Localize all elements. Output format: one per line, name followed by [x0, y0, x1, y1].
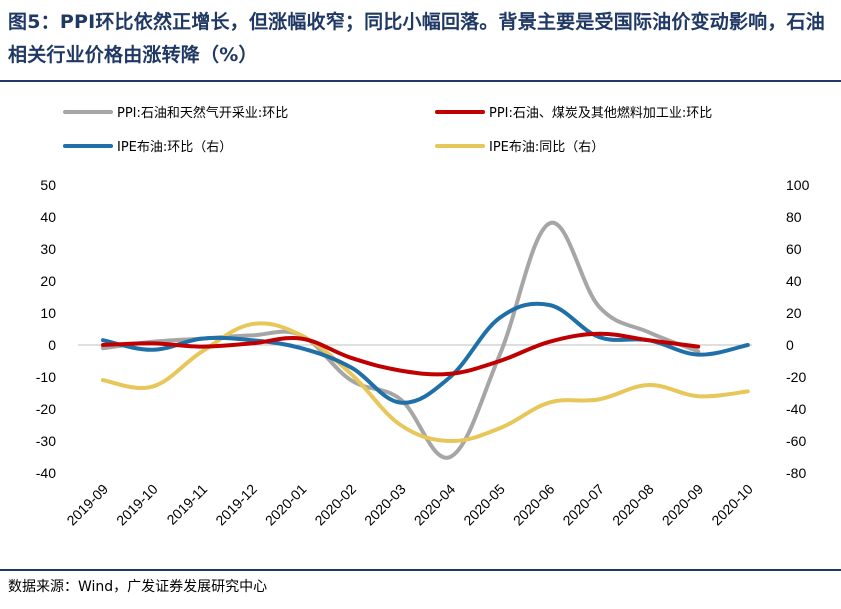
left-tick-label: 10 [40, 305, 56, 321]
x-tick-label: 2019-10 [113, 481, 161, 529]
legend-label: PPI:石油、煤炭及其他燃料加工业:环比 [489, 105, 712, 121]
x-tick-label: 2019-12 [212, 481, 260, 529]
series-group [103, 223, 748, 458]
right-tick-label: -60 [786, 433, 806, 449]
x-tick-label: 2020-02 [311, 481, 359, 529]
legend-label: PPI:石油和天然气开采业:环比 [117, 105, 288, 121]
left-axis: 50 40 30 20 10 0 -10 -20 -30 -40 [36, 177, 56, 481]
x-tick-label: 2020-07 [559, 481, 607, 529]
right-tick-label: -20 [786, 369, 806, 385]
x-tick-label: 2019-09 [63, 481, 111, 529]
right-tick-label: 40 [786, 273, 802, 289]
right-tick-label: 60 [786, 241, 802, 257]
left-tick-label: 0 [48, 337, 56, 353]
x-tick-label: 2020-10 [708, 481, 756, 529]
right-tick-label: 20 [786, 305, 802, 321]
legend: PPI:石油和天然气开采业:环比 PPI:石油、煤炭及其他燃料加工业:环比 IPE布… [65, 105, 712, 155]
left-tick-label: -20 [36, 401, 56, 417]
left-tick-label: 40 [40, 209, 56, 225]
left-tick-label: -30 [36, 433, 56, 449]
x-axis: 2019-09 2019-10 2019-11 2019-12 2020-01 2020-… [63, 481, 756, 529]
x-tick-label: 2020-01 [262, 481, 310, 529]
legend-label: IPE布油:环比（右） [117, 140, 232, 155]
x-tick-label: 2020-03 [361, 481, 409, 529]
right-tick-label: 0 [786, 337, 794, 353]
left-tick-label: -10 [36, 369, 56, 385]
source-note: 数据来源：Wind，广发证券发展研究中心 [8, 576, 267, 596]
x-tick-label: 2020-08 [609, 481, 657, 529]
x-tick-label: 2020-05 [460, 481, 508, 529]
left-tick-label: 30 [40, 241, 56, 257]
right-tick-label: -80 [786, 465, 806, 481]
right-tick-label: 100 [786, 177, 810, 193]
legend-label: IPE布油:同比（右） [489, 140, 604, 155]
right-tick-label: 80 [786, 209, 802, 225]
left-tick-label: 50 [40, 177, 56, 193]
right-tick-label: -40 [786, 401, 806, 417]
x-tick-label: 2020-04 [411, 481, 459, 529]
x-tick-label: 2020-09 [659, 481, 707, 529]
left-tick-label: 20 [40, 273, 56, 289]
footer-divider [0, 569, 841, 571]
left-tick-label: -40 [36, 465, 56, 481]
x-tick-label: 2020-06 [510, 481, 558, 529]
right-axis: 100 80 60 40 20 0 -20 -40 -60 -80 [786, 177, 810, 481]
chart: PPI:石油和天然气开采业:环比 PPI:石油、煤炭及其他燃料加工业:环比 IPE布… [0, 0, 841, 609]
x-tick-label: 2019-11 [163, 481, 210, 528]
